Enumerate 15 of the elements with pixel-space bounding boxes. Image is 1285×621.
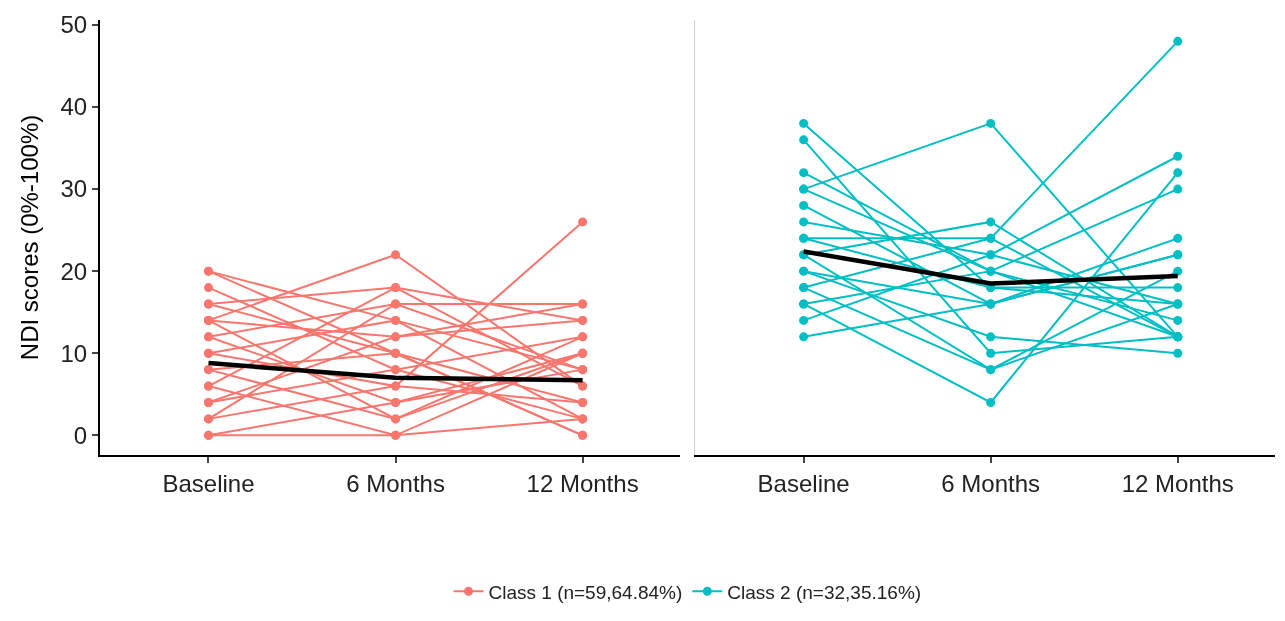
y-tick-label: 30 — [60, 175, 88, 203]
x-tick-label: 12 Months — [1121, 469, 1234, 497]
legend-label: Class 2 (n=32,35.16%) — [727, 581, 922, 603]
x-tick-label: 6 Months — [941, 469, 1041, 497]
y-tick-label: 40 — [60, 93, 88, 121]
x-tick-label: 6 Months — [346, 469, 445, 497]
y-axis-title: NDI scores (0%-100%) — [16, 114, 44, 361]
legend-label: Class 1 (n=59,64.84%) — [488, 581, 683, 603]
x-tick-label: Baseline — [757, 469, 850, 497]
y-tick-label: 50 — [60, 11, 88, 39]
x-tick-label: Baseline — [162, 469, 255, 497]
y-tick-label: 10 — [60, 339, 88, 367]
x-tick-label: 12 Months — [526, 469, 639, 497]
y-tick-label: 20 — [60, 257, 88, 285]
y-tick-label: 0 — [73, 421, 88, 449]
